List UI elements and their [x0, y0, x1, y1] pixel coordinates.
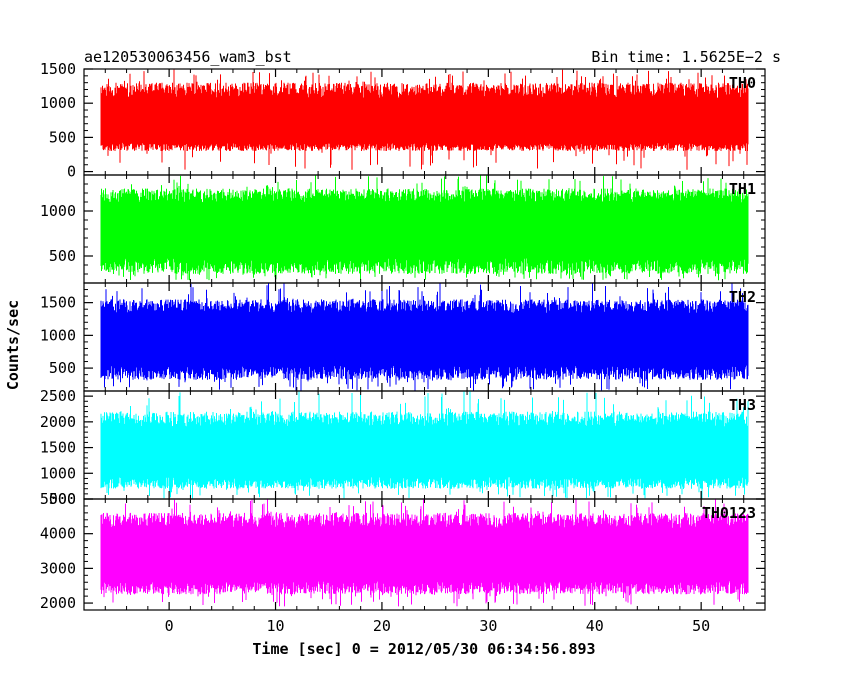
y-tick-label: 500: [49, 247, 76, 265]
series-th3: [100, 391, 749, 499]
series-th1: [100, 175, 749, 281]
x-tick-label: 30: [479, 617, 497, 635]
x-tick-label: 40: [586, 617, 604, 635]
panel-label-th0: TH0: [729, 74, 756, 92]
panel-th0: 0 500 1000 1500 TH0: [40, 60, 766, 181]
y-tick-label: 0: [67, 163, 76, 181]
series-th0123: [100, 499, 749, 607]
series-th0: [100, 69, 749, 170]
y-tick-label: 2000: [40, 594, 76, 612]
y-tick-label: 3000: [40, 559, 76, 577]
chart-title-observation-id: ae120530063456_wam3_bst: [84, 48, 292, 66]
y-axis-label: Counts/sec: [4, 300, 22, 390]
y-tick-label: 2000: [40, 413, 76, 431]
panel-label-th2: TH2: [729, 288, 756, 306]
y-tick-label: 500: [49, 128, 76, 146]
panel-th3: 500 1000 1500 2000 2500 TH3: [40, 387, 766, 508]
panel-th2: 500 1000 1500 TH2: [40, 282, 766, 392]
x-tick-label: 10: [267, 617, 285, 635]
y-tick-label: 1500: [40, 294, 76, 312]
panel-label-th0123: TH0123: [702, 504, 756, 522]
y-tick-label: 1000: [40, 326, 76, 344]
x-axis-label: Time [sec] 0 = 2012/05/30 06:34:56.893: [252, 640, 595, 658]
y-tick-label: 500: [49, 359, 76, 377]
y-tick-label: 1500: [40, 60, 76, 78]
x-tick-label: 0: [165, 617, 174, 635]
x-tick-label: 20: [373, 617, 391, 635]
y-tick-label: 4000: [40, 525, 76, 543]
panel-label-th3: TH3: [729, 396, 756, 414]
y-tick-label: 1000: [40, 464, 76, 482]
x-tick-label: 50: [692, 617, 710, 635]
panel-th0123: 2000 3000 4000 5000 TH0123: [40, 490, 766, 612]
y-tick-label: 500: [49, 490, 76, 508]
panel-th1: 500 1000 TH1: [40, 174, 766, 284]
chart-title-bin-time: Bin time: 1.5625E−2 s: [591, 48, 781, 66]
y-tick-label: 2500: [40, 387, 76, 405]
y-tick-label: 5000: [40, 490, 76, 508]
y-tick-label: 1000: [40, 202, 76, 220]
y-tick-label: 1000: [40, 94, 76, 112]
panel-label-th1: TH1: [729, 180, 756, 198]
series-th2: [100, 283, 749, 391]
y-tick-label: 1500: [40, 439, 76, 457]
